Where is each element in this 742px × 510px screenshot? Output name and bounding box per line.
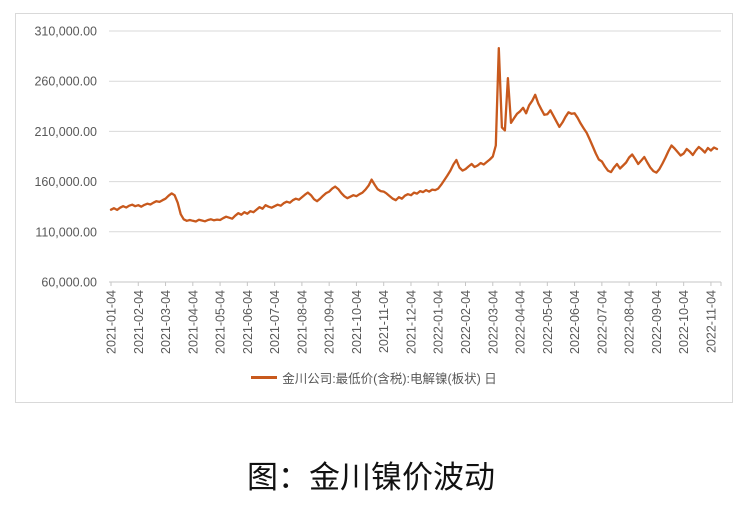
x-tick-label: 2022-01-04 (432, 290, 446, 354)
x-tick-label: 2021-11-04 (377, 290, 391, 353)
y-tick-label: 110,000.00 (35, 225, 97, 239)
x-tick-label: 2022-03-04 (486, 290, 500, 354)
x-tick-label: 2021-04-04 (186, 290, 200, 354)
y-tick-label: 60,000.00 (41, 276, 97, 290)
y-tick-label: 310,000.00 (34, 25, 97, 39)
x-tick-label: 2021-09-04 (323, 290, 337, 354)
x-tick-label: 2022-11-04 (704, 290, 718, 353)
x-tick-label: 2021-07-04 (268, 290, 282, 354)
chart-panel: 310,000.00 260,000.00 210,000.00 160,000.00… (15, 13, 733, 403)
x-tick-label: 2021-05-04 (214, 290, 228, 354)
legend: 金川公司:最低价(含税):电解镍(板状) 日 (16, 368, 732, 387)
nickel-price-chart: 310,000.00 260,000.00 210,000.00 160,000.00… (34, 25, 722, 354)
legend-label: 金川公司:最低价(含税):电解镍(板状) 日 (282, 372, 497, 386)
x-tick-label: 2021-12-04 (404, 290, 418, 354)
x-tick-label: 2021-03-04 (159, 290, 173, 354)
price-line (109, 46, 719, 223)
x-tick-label: 2022-02-04 (459, 290, 473, 354)
x-tick-label: 2022-08-04 (623, 290, 637, 354)
figure-title: 图：金川镍价波动 (247, 460, 495, 495)
x-tick-label: 2021-08-04 (295, 290, 309, 354)
x-tick-label: 2022-09-04 (650, 290, 664, 354)
x-tick-label: 2021-02-04 (132, 290, 146, 354)
x-tick-label: 2022-07-04 (595, 290, 609, 354)
x-tick-label: 2022-06-04 (568, 290, 582, 354)
x-tick-label: 2021-06-04 (241, 290, 255, 354)
y-tick-label: 260,000.00 (34, 75, 97, 89)
x-tick-label: 2022-04-04 (514, 290, 528, 354)
legend-line-marker (251, 376, 278, 379)
x-tick-label: 2022-05-04 (541, 290, 555, 354)
x-tick-label: 2022-10-04 (677, 290, 691, 354)
x-tick-label: 2021-01-04 (105, 290, 119, 354)
x-tick-label: 2021-10-04 (350, 290, 364, 354)
y-tick-label: 210,000.00 (34, 125, 97, 139)
y-tick-label: 160,000.00 (34, 175, 97, 189)
